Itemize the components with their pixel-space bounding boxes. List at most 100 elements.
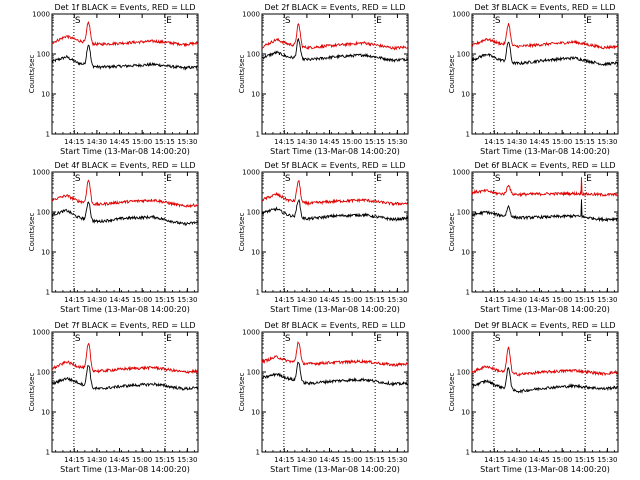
series-line-lld bbox=[261, 180, 409, 207]
panel-det-9: Det 9f BLACK = Events, RED = LLD 1 10 100 10… bbox=[448, 321, 619, 474]
x-tick-label: 14:45 bbox=[109, 138, 129, 146]
y-tick-label: 100 bbox=[37, 369, 50, 377]
x-axis-label: Start Time (13-Mar-08 14:00:20) bbox=[270, 305, 400, 314]
x-tick-label: 15:00 bbox=[552, 296, 572, 304]
x-tick-label: 15:00 bbox=[552, 138, 572, 146]
y-axis-label: Counts/sec bbox=[28, 213, 36, 252]
marker-label-s: S bbox=[495, 16, 501, 26]
panel-title: Det 8f BLACK = Events, RED = LLD bbox=[264, 321, 405, 330]
x-tick-label: 15:30 bbox=[387, 138, 407, 146]
y-tick-label: 10 bbox=[251, 409, 260, 417]
y-tick-label: 1 bbox=[466, 449, 470, 457]
y-tick-label: 1000 bbox=[452, 329, 470, 337]
panel-det-8: Det 8f BLACK = Events, RED = LLD 1 10 100 10… bbox=[238, 321, 409, 474]
panel-det-7: Det 7f BLACK = Events, RED = LLD 1 10 100 10… bbox=[28, 321, 199, 474]
plot-frame bbox=[51, 171, 199, 293]
y-axis-label: Counts/sec bbox=[448, 213, 456, 252]
x-tick-label: 15:00 bbox=[132, 296, 152, 304]
series-line-events bbox=[471, 199, 619, 223]
y-axis-label: Counts/sec bbox=[448, 373, 456, 412]
marker-label-s: S bbox=[75, 334, 81, 344]
marker-label-e: E bbox=[166, 174, 172, 184]
x-tick-label: 15:00 bbox=[132, 456, 152, 464]
series-line-lld bbox=[51, 179, 199, 209]
plot-frame bbox=[51, 13, 199, 135]
x-tick-label: 15:30 bbox=[597, 138, 617, 146]
x-tick-label: 14:15 bbox=[484, 296, 504, 304]
series-line-lld bbox=[471, 177, 619, 198]
marker-label-e: E bbox=[376, 334, 382, 344]
y-tick-label: 100 bbox=[247, 51, 260, 59]
y-axis-label: Counts/sec bbox=[238, 373, 246, 412]
plot-frame bbox=[261, 171, 409, 293]
x-tick-label: 15:15 bbox=[575, 456, 595, 464]
x-tick-label: 15:00 bbox=[552, 456, 572, 464]
y-tick-label: 100 bbox=[247, 369, 260, 377]
x-tick-label: 14:30 bbox=[297, 456, 317, 464]
marker-label-e: E bbox=[166, 16, 172, 26]
x-tick-label: 14:15 bbox=[274, 296, 294, 304]
panel-det-4: Det 4f BLACK = Events, RED = LLD 1 10 100 10… bbox=[28, 161, 199, 314]
x-tick-label: 15:30 bbox=[387, 456, 407, 464]
x-tick-label: 15:15 bbox=[155, 138, 175, 146]
y-tick-label: 1 bbox=[466, 289, 470, 297]
y-tick-label: 100 bbox=[247, 209, 260, 217]
y-axis-label: Counts/sec bbox=[28, 55, 36, 94]
marker-label-s: S bbox=[285, 334, 291, 344]
x-tick-label: 14:15 bbox=[484, 138, 504, 146]
marker-label-s: S bbox=[495, 174, 501, 184]
x-tick-label: 14:15 bbox=[274, 456, 294, 464]
x-tick-label: 15:15 bbox=[575, 138, 595, 146]
x-tick-label: 14:15 bbox=[484, 456, 504, 464]
x-tick-label: 14:15 bbox=[64, 456, 84, 464]
x-tick-label: 14:15 bbox=[64, 296, 84, 304]
panel-title: Det 9f BLACK = Events, RED = LLD bbox=[474, 321, 615, 330]
x-tick-label: 15:15 bbox=[575, 296, 595, 304]
x-tick-label: 15:00 bbox=[342, 296, 362, 304]
panel-det-5: Det 5f BLACK = Events, RED = LLD 1 10 100 10… bbox=[238, 161, 409, 314]
plot-frame bbox=[51, 331, 199, 453]
y-tick-label: 10 bbox=[461, 249, 470, 257]
x-tick-label: 14:30 bbox=[297, 138, 317, 146]
y-axis-label: Counts/sec bbox=[238, 213, 246, 252]
x-axis-label: Start Time (13-Mar-08 14:00:20) bbox=[480, 465, 610, 474]
y-tick-label: 1000 bbox=[452, 11, 470, 19]
y-tick-label: 1 bbox=[256, 449, 260, 457]
y-tick-label: 1 bbox=[46, 131, 50, 139]
x-axis-label: Start Time (13-Mar-08 14:00:20) bbox=[480, 305, 610, 314]
y-tick-label: 10 bbox=[41, 249, 50, 257]
x-tick-label: 14:30 bbox=[87, 456, 107, 464]
y-axis-label: Counts/sec bbox=[238, 55, 246, 94]
y-tick-label: 1000 bbox=[32, 169, 50, 177]
marker-label-s: S bbox=[75, 174, 81, 184]
x-tick-label: 14:30 bbox=[507, 296, 527, 304]
x-tick-label: 14:30 bbox=[297, 296, 317, 304]
x-tick-label: 14:30 bbox=[87, 296, 107, 304]
x-tick-label: 15:15 bbox=[365, 138, 385, 146]
x-tick-label: 14:15 bbox=[64, 138, 84, 146]
panel-det-1: Det 1f BLACK = Events, RED = LLD 1 10 100 10… bbox=[28, 3, 199, 156]
x-tick-label: 14:45 bbox=[319, 456, 339, 464]
series-line-lld bbox=[51, 342, 199, 375]
panel-det-2: Det 2f BLACK = Events, RED = LLD 1 10 100 10… bbox=[238, 3, 409, 156]
y-axis-label: Counts/sec bbox=[28, 373, 36, 412]
series-line-lld bbox=[471, 23, 619, 50]
panel-title: Det 5f BLACK = Events, RED = LLD bbox=[264, 161, 405, 170]
y-tick-label: 100 bbox=[457, 369, 470, 377]
y-tick-label: 10 bbox=[41, 91, 50, 99]
y-tick-label: 100 bbox=[37, 209, 50, 217]
x-tick-label: 15:00 bbox=[132, 138, 152, 146]
x-tick-label: 14:30 bbox=[507, 456, 527, 464]
y-tick-label: 1000 bbox=[242, 169, 260, 177]
plot-frame bbox=[471, 331, 619, 453]
panel-title: Det 1f BLACK = Events, RED = LLD bbox=[54, 3, 195, 12]
panel-title: Det 7f BLACK = Events, RED = LLD bbox=[54, 321, 195, 330]
x-tick-label: 15:15 bbox=[365, 456, 385, 464]
series-line-events bbox=[471, 41, 619, 67]
series-line-events bbox=[261, 37, 409, 63]
x-axis-label: Start Time (13-Mar-08 14:00:20) bbox=[480, 147, 610, 156]
x-tick-label: 15:30 bbox=[177, 296, 197, 304]
marker-label-e: E bbox=[586, 174, 592, 184]
x-tick-label: 15:15 bbox=[365, 296, 385, 304]
